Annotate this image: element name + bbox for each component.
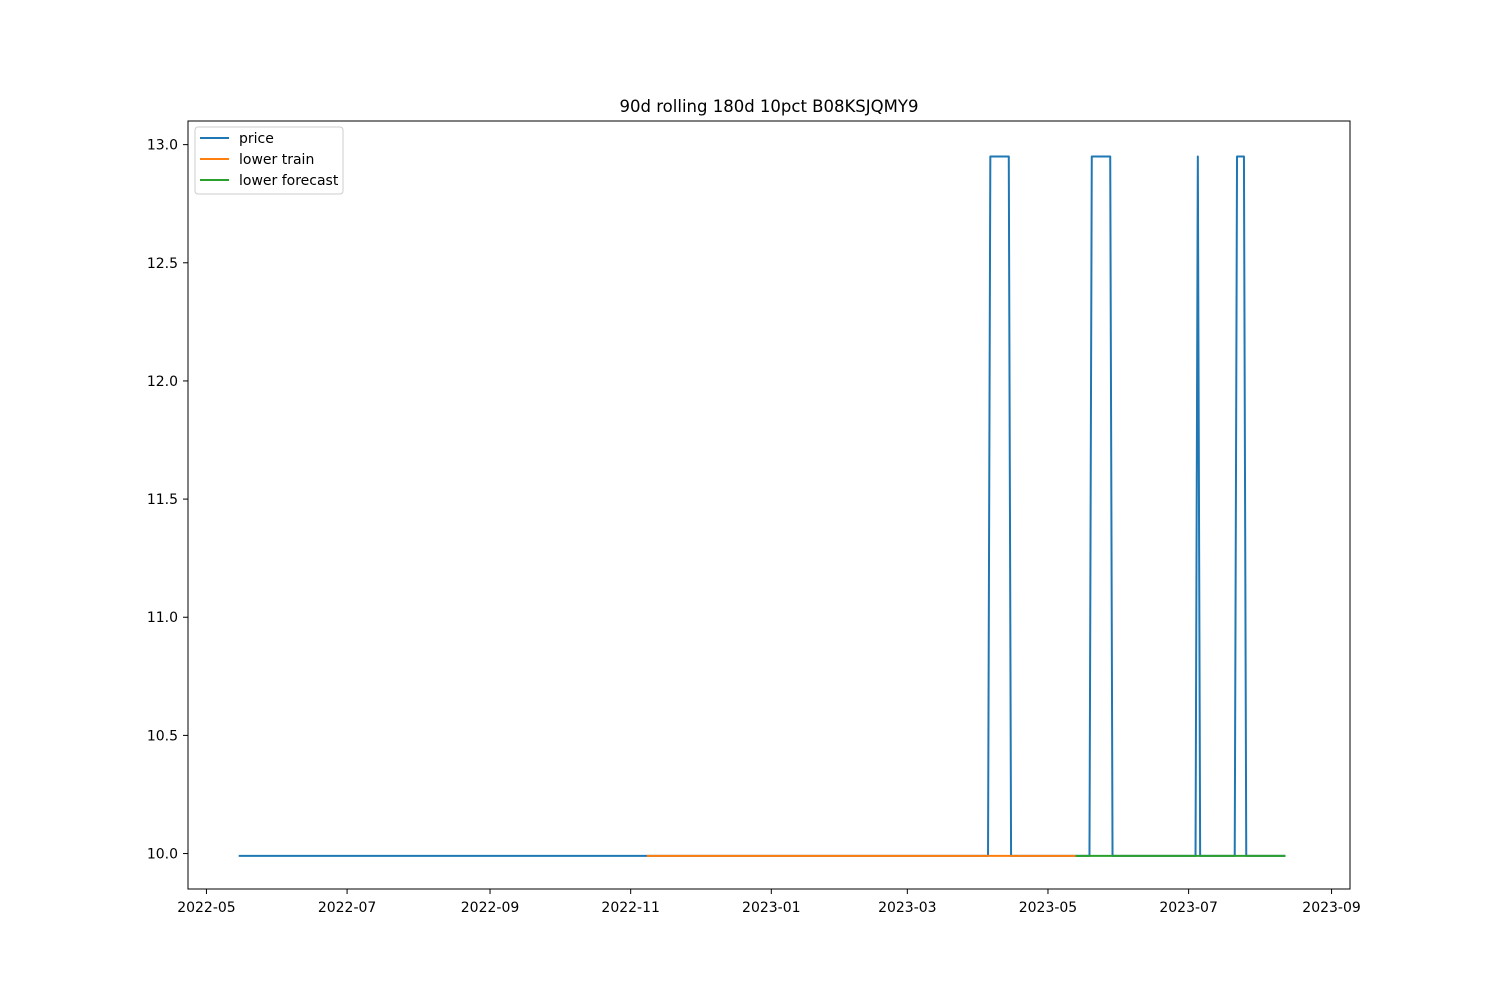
plot-frame	[187, 120, 1351, 890]
y-tick-label: 11.5	[147, 492, 178, 508]
x-tick-label: 2022-09	[461, 900, 520, 916]
y-tick-label: 13.0	[147, 138, 178, 154]
legend-label: price	[239, 131, 274, 147]
x-tick-label: 2022-11	[601, 900, 660, 916]
x-tick-label: 2022-07	[318, 900, 377, 916]
y-axis: 10.0 10.5 11.0 11.5 12.0 12.5 13.0	[147, 138, 188, 863]
legend: price lower train lower forecast	[194, 126, 344, 195]
legend-label: lower train	[239, 152, 314, 168]
x-tick-label: 2022-05	[177, 900, 236, 916]
x-axis: 2022-05 2022-07 2022-09 2022-11 2023-01 2023-…	[177, 889, 1361, 916]
legend-label: lower forecast	[239, 173, 339, 189]
x-tick-label: 2023-05	[1019, 900, 1078, 916]
y-tick-label: 11.0	[147, 610, 178, 626]
y-tick-label: 10.0	[147, 847, 178, 863]
y-tick-label: 12.0	[147, 374, 178, 390]
x-tick-label: 2023-03	[878, 900, 937, 916]
x-tick-label: 2023-01	[742, 900, 801, 916]
series-layer	[238, 155, 1286, 857]
y-tick-label: 10.5	[147, 728, 178, 744]
x-tick-label: 2023-07	[1159, 900, 1218, 916]
x-tick-label: 2023-09	[1302, 900, 1361, 916]
y-tick-label: 12.5	[147, 256, 178, 272]
chart-title: 90d rolling 180d 10pct B08KSJQMY9	[620, 97, 919, 116]
legend-box	[194, 126, 344, 195]
